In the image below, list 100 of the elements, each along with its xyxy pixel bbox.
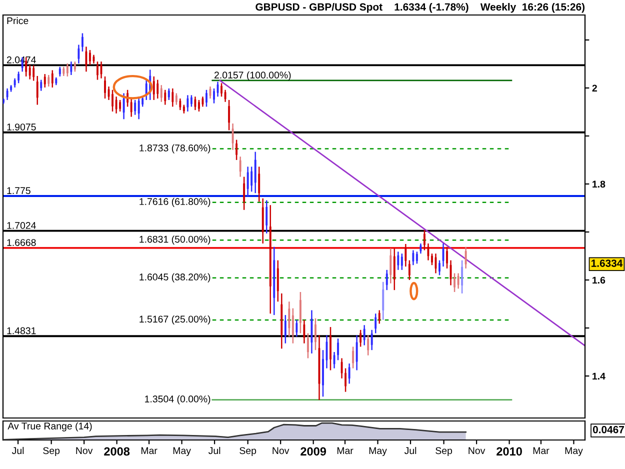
ref-line-label: 1.9075	[7, 124, 36, 130]
series-label: 1.3504 (0.00%)	[145, 395, 210, 404]
candlestick	[408, 260, 410, 281]
candlestick	[18, 71, 20, 84]
candlestick	[360, 329, 362, 348]
candlestick	[119, 99, 122, 112]
candlestick	[236, 139, 238, 161]
y-axis-title: Price	[7, 17, 28, 24]
candlestick	[134, 99, 136, 116]
candlestick	[464, 246, 467, 270]
candlestick	[220, 82, 222, 98]
text: 0.0467	[592, 426, 624, 434]
candlestick	[434, 252, 437, 274]
candlestick	[276, 260, 279, 302]
y-tick-label: 2	[592, 84, 597, 92]
candlestick	[356, 334, 358, 371]
candlestick	[446, 246, 448, 270]
candlestick	[307, 332, 309, 359]
candlestick	[156, 79, 159, 100]
candlestick	[288, 300, 290, 338]
candlestick	[160, 84, 162, 103]
candlestick	[427, 242, 430, 261]
ref-line-label: 1.7024	[7, 222, 36, 229]
x-tick-label: 2010	[496, 447, 522, 456]
candlestick	[66, 62, 68, 78]
x-tick-label: Jul	[404, 446, 416, 454]
candlestick	[378, 310, 380, 324]
series-label: 1.6045 (38.20%)	[140, 273, 210, 282]
candlestick	[190, 94, 192, 108]
candlestick	[250, 166, 253, 192]
candlestick	[337, 338, 339, 361]
candlestick	[122, 92, 125, 120]
candlestick	[254, 151, 256, 194]
candlestick	[152, 76, 155, 101]
candlestick	[172, 88, 174, 108]
x-tick-label: 2008	[104, 447, 130, 456]
y-tick-label: 1.8	[592, 180, 606, 188]
candlestick	[104, 76, 106, 100]
candlestick	[454, 272, 456, 293]
candlestick	[246, 166, 249, 198]
x-tick-label: 2009	[300, 447, 326, 456]
x-tick-label: Jul	[12, 446, 24, 454]
candlestick	[89, 49, 91, 66]
candlestick	[348, 362, 350, 384]
ref-line-label: 1.4831	[7, 327, 36, 334]
candlestick	[442, 242, 444, 268]
candlestick	[164, 89, 166, 106]
y-tick-label: 1.4	[592, 372, 606, 380]
candlestick	[224, 89, 226, 103]
candlestick	[100, 60, 102, 79]
series-label: 1.5167 (25.00%)	[140, 315, 210, 324]
candlestick	[243, 176, 246, 211]
candlestick	[186, 94, 189, 112]
candlestick	[138, 96, 140, 120]
candlestick	[296, 319, 298, 338]
candlestick	[390, 248, 392, 284]
text: 1.6334	[591, 260, 623, 267]
chart-title: Av True Range (14)	[8, 422, 92, 432]
candlestick	[51, 70, 54, 88]
candlestick	[112, 89, 114, 112]
candlestick	[82, 32, 84, 52]
candlestick	[58, 66, 61, 78]
candlestick	[330, 326, 332, 371]
candlestick	[239, 156, 242, 178]
candlestick	[85, 46, 88, 72]
candlestick	[438, 260, 440, 276]
candlestick	[420, 242, 422, 254]
x-tick-label: Nov	[76, 447, 93, 454]
candlestick	[70, 60, 72, 76]
candlestick	[194, 96, 196, 111]
ref-line-label: 1.6668	[7, 239, 36, 246]
candlestick	[14, 78, 16, 88]
candlestick	[216, 81, 219, 98]
candlestick	[310, 310, 313, 354]
candlestick	[179, 98, 182, 111]
candlestick	[303, 319, 306, 344]
candlestick	[374, 312, 377, 334]
candlestick	[397, 251, 400, 271]
x-tick-label: Nov	[272, 447, 290, 454]
candlestick	[416, 251, 418, 264]
candlestick	[266, 200, 268, 234]
candlestick	[400, 252, 403, 271]
x-tick-label: Nov	[468, 447, 486, 454]
candlestick	[393, 248, 396, 291]
ref-line-label: 1.775	[7, 187, 30, 194]
candlestick	[404, 243, 407, 268]
candlestick	[28, 64, 31, 80]
candlestick	[284, 314, 286, 344]
candlestick	[198, 99, 200, 112]
x-tick-label: May	[565, 447, 583, 456]
candlestick	[6, 88, 8, 101]
candlestick	[48, 74, 50, 88]
candlestick	[232, 122, 234, 151]
candlestick	[168, 88, 170, 101]
x-tick-label: Sep	[240, 447, 256, 456]
candlestick	[363, 324, 366, 346]
candlestick	[209, 86, 212, 100]
x-tick-label: Mar	[141, 447, 158, 454]
candlestick	[228, 99, 230, 131]
x-tick-label: Sep	[43, 447, 60, 456]
